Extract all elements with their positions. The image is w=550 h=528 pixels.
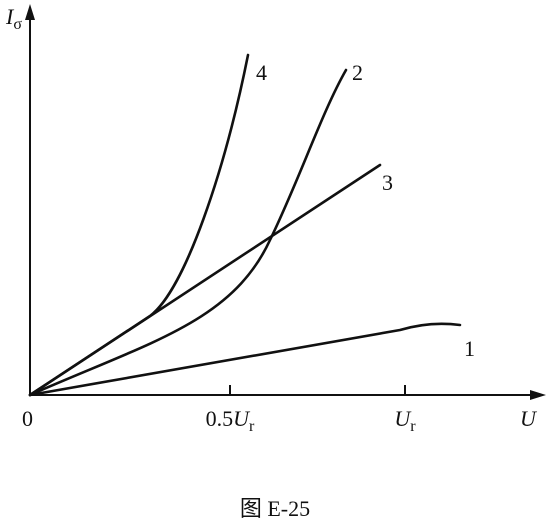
- x-arrow: [530, 390, 546, 400]
- curve-label: 4: [256, 60, 267, 85]
- y-arrow: [25, 4, 35, 20]
- x-tick-label: 0.5Ur: [206, 406, 255, 435]
- curve-1: [28, 322, 462, 397]
- curve-label: 3: [382, 170, 393, 195]
- curve-2: [28, 68, 348, 397]
- y-label: Iσ: [5, 4, 22, 33]
- curve-label: 1: [464, 336, 475, 361]
- curve-label: 2: [352, 60, 363, 85]
- origin-label: 0: [22, 406, 33, 431]
- x-tick-label: Ur: [394, 406, 416, 435]
- x-label: U: [520, 406, 538, 431]
- curve-4: [28, 53, 250, 397]
- caption: 图 E-25: [240, 496, 310, 521]
